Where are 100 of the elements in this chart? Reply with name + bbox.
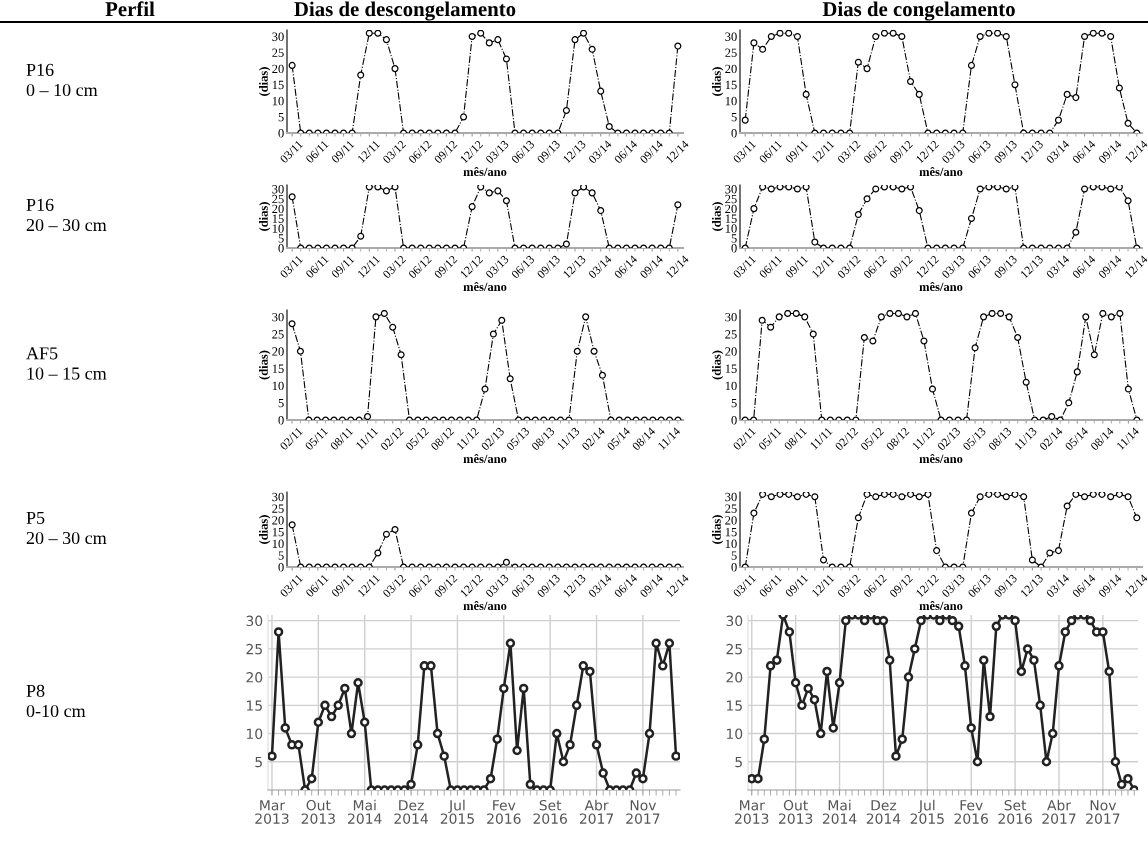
y-tick-label: 20 <box>272 204 284 214</box>
point <box>391 185 399 191</box>
x-tick-label: Mai 2014 <box>822 799 857 824</box>
y-tick-label: 25 <box>725 330 737 339</box>
y-tick-label: 15 <box>272 214 284 223</box>
point <box>374 549 382 557</box>
point <box>767 493 775 501</box>
x-axis-title: mês/ano <box>919 282 963 292</box>
point <box>288 193 296 201</box>
point <box>854 514 862 522</box>
point <box>1020 493 1028 501</box>
y-tick-label: 15 <box>725 214 737 223</box>
y-tick-label: 30 <box>725 312 737 322</box>
text: P16 20 – 30 cm <box>26 198 107 232</box>
point <box>372 313 380 321</box>
point <box>793 493 801 501</box>
x-tick-label: Dez 2014 <box>394 800 428 824</box>
point <box>767 32 775 40</box>
point <box>1011 492 1019 498</box>
x-axis-title: mês/ano <box>463 454 507 464</box>
point <box>1124 493 1132 501</box>
x-tick-label: Set 2016 <box>998 799 1032 824</box>
point <box>485 39 493 47</box>
x-axis-title: mês/ano <box>463 601 507 611</box>
point <box>1054 116 1063 124</box>
point <box>767 323 775 331</box>
point <box>915 90 923 98</box>
y-tick-label: 30 <box>725 492 737 502</box>
y-tick-label: 20 <box>725 64 737 74</box>
point <box>775 313 783 321</box>
point <box>776 492 784 498</box>
point <box>759 492 767 498</box>
point <box>1081 493 1089 501</box>
point <box>860 333 868 342</box>
text: Perfil <box>105 1 155 17</box>
point <box>759 185 767 191</box>
y-tick-label: 25 <box>272 330 284 339</box>
x-tick-label: Fev 2016 <box>954 800 989 824</box>
point <box>494 36 502 44</box>
point <box>590 347 598 355</box>
y-tick-label: 0 <box>731 129 737 138</box>
point <box>994 185 1002 191</box>
point <box>1098 30 1106 37</box>
point <box>985 492 993 498</box>
point <box>994 492 1002 498</box>
x-axis-title: mês/ano <box>919 167 963 177</box>
point <box>785 492 793 498</box>
point <box>863 195 871 203</box>
point <box>1005 313 1013 321</box>
y-tick-label: 10 <box>725 96 737 106</box>
text: AF5 10 – 15 cm <box>26 347 107 380</box>
point <box>357 71 365 79</box>
y-axis-title: (dias) <box>712 350 724 380</box>
point <box>928 385 937 393</box>
y-tick-label: 5 <box>278 551 284 560</box>
point <box>971 344 979 352</box>
y-tick-label: 25 <box>246 643 262 655</box>
y-tick-label: 10 <box>272 224 284 233</box>
x-axis-title: mês/ano <box>463 282 507 292</box>
point <box>758 316 766 324</box>
point <box>494 187 502 195</box>
point <box>793 185 801 193</box>
point <box>382 530 390 538</box>
x-tick-label: Mar 2013 <box>735 800 769 824</box>
point <box>489 330 497 338</box>
point <box>776 30 784 37</box>
y-axis-title: (dias) <box>259 350 271 380</box>
y-tick-label: 30 <box>272 492 284 502</box>
point <box>1054 547 1063 555</box>
point <box>985 185 993 191</box>
point <box>750 39 758 47</box>
point <box>397 351 405 359</box>
y-tick-label: 10 <box>246 728 263 740</box>
point <box>811 238 819 246</box>
y-tick-label: 10 <box>272 96 284 106</box>
y-tick-label: 10 <box>726 728 743 740</box>
point <box>785 185 793 191</box>
y-tick-label: 20 <box>246 672 263 683</box>
point <box>759 45 767 53</box>
x-tick-label: Abr 2017 <box>1042 799 1076 824</box>
y-tick-label: 20 <box>725 204 737 214</box>
point <box>889 492 897 498</box>
y-tick-label: 5 <box>731 551 737 560</box>
y-tick-label: 30 <box>246 615 263 627</box>
x-tick-label: Nov 2017 <box>1086 800 1120 824</box>
point <box>502 197 510 205</box>
y-tick-label: 30 <box>272 32 284 41</box>
point <box>894 310 902 317</box>
point <box>880 185 888 191</box>
point <box>562 106 570 115</box>
point <box>785 30 793 37</box>
point <box>573 347 581 355</box>
text: P16 0 – 10 cm <box>26 63 98 97</box>
point <box>802 492 810 498</box>
point <box>741 116 749 124</box>
x-axis-title: mês/ano <box>463 167 507 177</box>
point <box>898 32 906 40</box>
point <box>988 310 996 317</box>
y-tick-label: 5 <box>731 398 737 408</box>
y-tick-label: 20 <box>272 347 284 356</box>
